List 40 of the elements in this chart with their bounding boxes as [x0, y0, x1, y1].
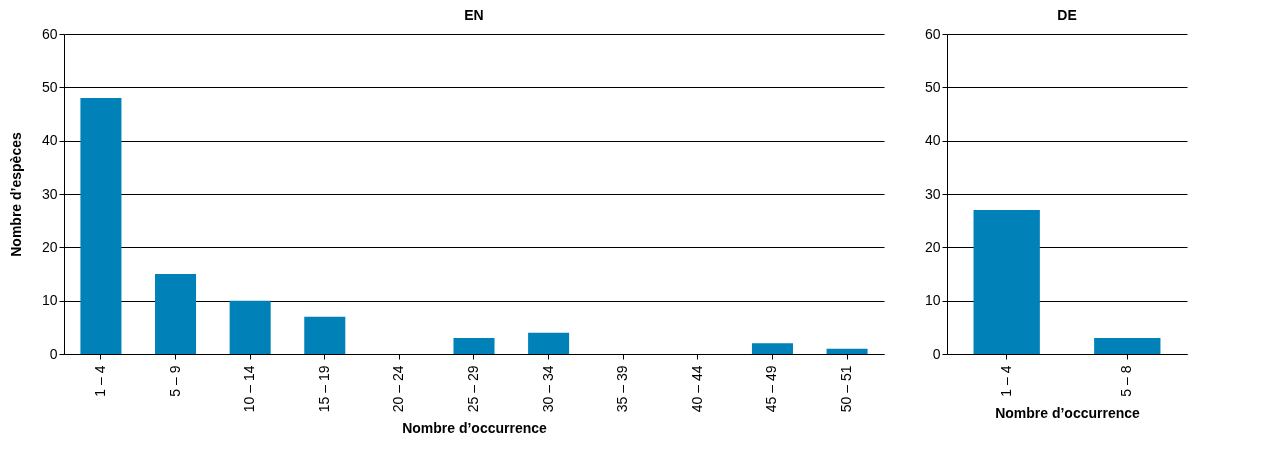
bar — [453, 338, 495, 354]
x-tick-label: 15 – 19 — [315, 365, 332, 413]
chart-title: DE — [1057, 7, 1077, 23]
bar — [826, 348, 868, 354]
bar — [304, 316, 346, 354]
y-tick-label: 0 — [932, 345, 941, 362]
y-tick-label: 10 — [41, 292, 58, 309]
y-tick-label: 30 — [41, 185, 58, 202]
y-tick-label: 0 — [49, 345, 58, 362]
x-tick-label: 35 – 39 — [614, 365, 631, 413]
y-tick-label: 60 — [924, 25, 941, 42]
x-tick-label: 45 – 49 — [763, 365, 780, 413]
x-axis-title: Nombre d’occurrence — [402, 420, 548, 437]
bar — [528, 332, 570, 354]
y-tick-label: 40 — [924, 132, 941, 149]
y-axis-title: Nombre d’espèces — [7, 132, 24, 257]
x-tick-label: 5 – 9 — [166, 365, 183, 397]
bar — [80, 98, 122, 354]
x-tick-label: 1 – 4 — [997, 365, 1014, 397]
y-tick-label: 50 — [924, 78, 941, 95]
bar — [229, 300, 271, 354]
x-tick-label: 10 – 14 — [241, 365, 258, 413]
x-tick-label: 40 – 44 — [688, 365, 705, 413]
bar — [751, 343, 793, 354]
x-tick-label: 1 – 4 — [91, 365, 108, 397]
y-tick-label: 60 — [41, 25, 58, 42]
chart-title: EN — [464, 7, 484, 23]
x-tick-label: 50 – 51 — [838, 365, 855, 413]
y-tick-label: 20 — [924, 238, 941, 255]
y-tick-label: 30 — [924, 185, 941, 202]
y-tick-label: 20 — [41, 238, 58, 255]
y-tick-label: 10 — [924, 292, 941, 309]
x-tick-label: 20 – 24 — [390, 365, 407, 413]
x-tick-label: 30 – 34 — [539, 365, 556, 413]
bar — [155, 274, 197, 354]
y-tick-label: 40 — [41, 132, 58, 149]
x-axis-title: Nombre d’occurrence — [995, 404, 1141, 421]
y-tick-label: 50 — [41, 78, 58, 95]
x-tick-label: 25 – 29 — [465, 365, 481, 413]
x-tick-label: 5 – 8 — [1118, 365, 1135, 397]
